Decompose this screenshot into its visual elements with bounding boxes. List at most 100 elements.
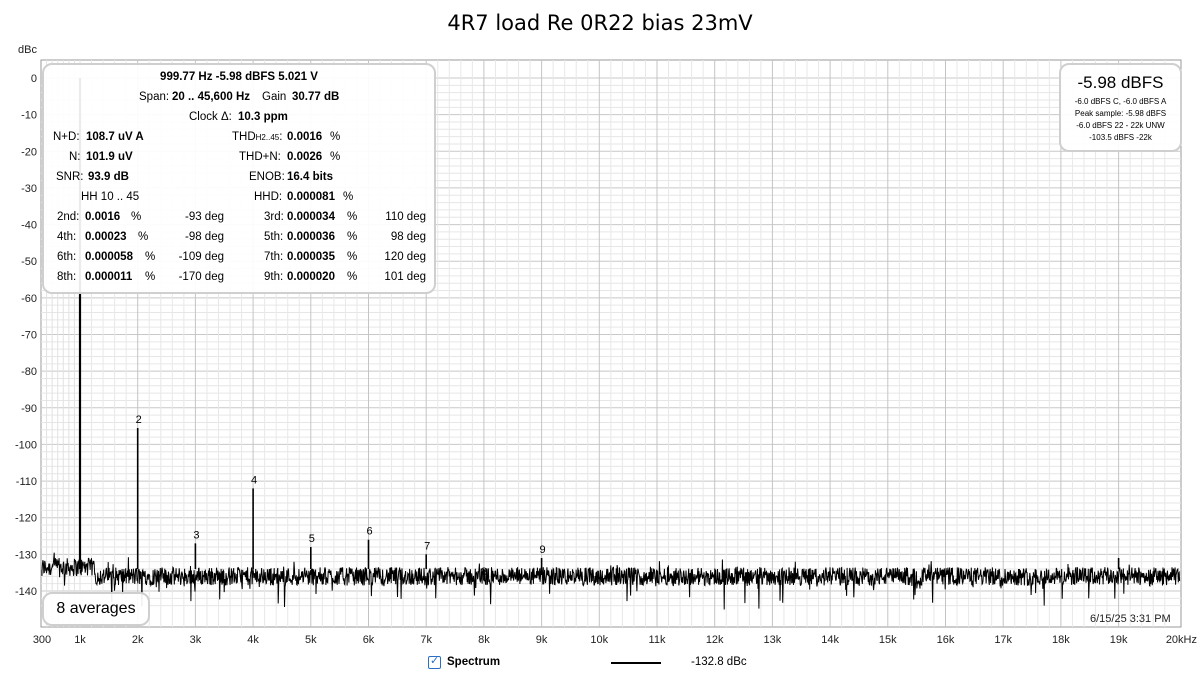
thd-value: 0.0016 <box>287 131 323 143</box>
y-tick-label: -20 <box>21 146 37 158</box>
harmonic-cell-u2: % <box>347 211 358 223</box>
level-line: -6.0 dBFS C, -6.0 dBFS A <box>1074 97 1167 106</box>
harmonic-cell-p: -93 deg <box>184 211 224 223</box>
stats-panel: 999.77 Hz -5.98 dBFS 5.021 V Span: 20 ..… <box>42 63 436 294</box>
thd-label: THD <box>232 131 256 143</box>
x-tick-label: 20kHz <box>1166 634 1197 646</box>
x-tick-label: 13k <box>764 634 782 646</box>
legend-line-swatch <box>611 662 661 664</box>
clock-label: Clock Δ: <box>189 111 232 123</box>
harmonic-row: 4th: 0.00023% -98 deg 5th: 0.000036% 98 deg <box>44 231 434 249</box>
x-tick-label: 3k <box>190 634 202 646</box>
harmonic-cell-p: -109 deg <box>178 251 224 263</box>
legend: Spectrum -132.8 dBc <box>0 652 1200 674</box>
thdn-label: THD+N: <box>239 151 281 163</box>
x-tick-label: 16k <box>937 634 955 646</box>
legend-series-label: Spectrum <box>447 656 501 668</box>
clock-value: 10.3 ppm <box>238 111 288 123</box>
y-tick-label: -50 <box>21 256 37 268</box>
y-tick-label: 0 <box>31 73 37 85</box>
harmonic-cell-l2: 3rd: <box>264 211 284 223</box>
harmonic-cell-l2: 9th: <box>264 271 284 283</box>
thd-colon: : <box>279 131 283 143</box>
harmonic-label: 3 <box>193 529 199 541</box>
harmonic-cell-u: % <box>145 271 156 283</box>
harmonic-cell-p: -170 deg <box>178 271 224 283</box>
harmonic-cell-p2: 120 deg <box>384 251 426 263</box>
harmonic-cell-u: % <box>131 211 142 223</box>
y-tick-label: -70 <box>21 330 37 342</box>
harmonic-row: 8th: 0.000011% -170 deg 9th: 0.000020% 101 de… <box>44 271 434 289</box>
grid <box>41 60 1181 627</box>
x-tick-label: 18k <box>1052 634 1070 646</box>
fundamental-readout: 999.77 Hz -5.98 dBFS 5.021 V <box>160 71 318 83</box>
harmonic-cell-v2: 0.000020 <box>287 271 335 283</box>
x-tick-label: 9k <box>536 634 548 646</box>
y-ticks: 0 -10 -20 -30 -40 -50 -60 -70 -80 -90 -100 -110 -120… <box>15 73 37 598</box>
x-tick-label: 11k <box>649 634 666 646</box>
level-main: -5.98 dBFS <box>1077 73 1164 92</box>
thd-subscript: H2..45 <box>255 133 280 142</box>
harmonic-cell-u: % <box>138 231 149 243</box>
x-tick-label: 2k <box>132 634 144 646</box>
hhd-value: 0.000081 <box>287 191 335 203</box>
level-panel: -5.98 dBFS -6.0 dBFS C, -6.0 dBFS A Peak… <box>1059 63 1182 152</box>
y-tick-label: -10 <box>21 110 37 122</box>
x-tick-label: 1k <box>74 634 86 646</box>
n-value: 101.9 uV <box>86 151 133 163</box>
x-tick-label: 7k <box>420 634 432 646</box>
timestamp: 6/15/25 3:31 PM <box>1090 613 1171 625</box>
harmonic-label: 4 <box>251 474 257 486</box>
x-tick-label: 14k <box>821 634 839 646</box>
x-ticks: 300 1k 2k 3k 4k 5k 6k 7k 8k 9k 10k 11k 12k 13k 14k 15k 1… <box>33 634 1197 646</box>
level-line: -6.0 dBFS 22 - 22k UNW <box>1076 121 1165 130</box>
hhd-unit: % <box>343 191 354 203</box>
chart-title: 4R7 load Re 0R22 bias 23mV <box>447 11 753 35</box>
hh-range-label: HH 10 .. 45 <box>81 191 140 203</box>
gain-value: 30.77 dB <box>292 91 340 103</box>
harmonic-cell-v: 0.0016 <box>85 211 121 223</box>
nd-label: N+D: <box>53 131 80 143</box>
span-label: Span: <box>139 91 170 103</box>
harmonic-cell-p2: 98 deg <box>390 231 426 243</box>
spectrum-checkbox[interactable] <box>428 654 441 669</box>
y-tick-label: -120 <box>15 513 37 525</box>
averages-badge: 8 averages <box>42 592 150 626</box>
x-tick-label: 19k <box>1110 634 1128 646</box>
nd-value: 108.7 uV A <box>86 131 144 143</box>
harmonic-cell-v2: 0.000034 <box>287 211 335 223</box>
snr-value: 93.9 dB <box>88 171 129 183</box>
y-tick-label: -60 <box>21 293 37 305</box>
harmonic-cell-l: 4th: <box>57 231 77 243</box>
x-tick-label: 6k <box>363 634 375 646</box>
y-axis-label: dBc <box>18 44 37 56</box>
y-tick-label: -30 <box>21 183 37 195</box>
span-value: 20 .. 45,600 Hz <box>172 91 250 103</box>
thd-unit: % <box>330 131 341 143</box>
enob-label: ENOB: <box>249 171 285 183</box>
n-label: N: <box>69 151 81 163</box>
harmonic-cell-v: 0.000011 <box>85 271 133 283</box>
y-tick-label: -110 <box>16 476 37 488</box>
x-tick-label: 15k <box>879 634 897 646</box>
x-tick-label: 4k <box>247 634 259 646</box>
harmonic-cell-u2: % <box>347 251 358 263</box>
harmonic-cell-u2: % <box>347 271 358 283</box>
snr-label: SNR: <box>56 171 84 183</box>
legend-series-value: -132.8 dBc <box>691 656 747 668</box>
harmonic-cell-v: 0.000058 <box>85 251 133 263</box>
level-line: Peak sample: -5.98 dBFS <box>1074 109 1167 118</box>
thdn-unit: % <box>330 151 341 163</box>
y-tick-label: -100 <box>15 439 37 451</box>
spectrum-noise-floor <box>41 552 1181 610</box>
harmonic-label: 2 <box>136 414 142 426</box>
harmonic-label: 8 <box>481 566 487 578</box>
level-line: -103.5 dBFS -22k <box>1089 133 1152 142</box>
gain-label: Gain <box>262 91 287 103</box>
harmonic-cell-u2: % <box>347 231 358 243</box>
harmonic-cell-l2: 5th: <box>264 231 284 243</box>
y-tick-label: -90 <box>21 403 37 415</box>
x-tick-label: 8k <box>478 634 490 646</box>
x-tick-label: 17k <box>994 634 1012 646</box>
y-tick-label: -80 <box>21 366 37 378</box>
